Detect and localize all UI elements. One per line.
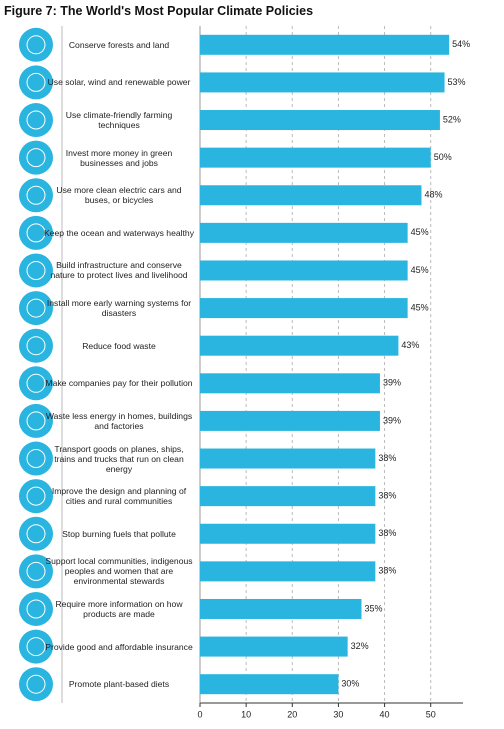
bar [200, 260, 408, 281]
icon-detail [26, 449, 46, 469]
y-tick-label: Invest more money in green businesses an… [65, 147, 173, 168]
value-label: 45% [411, 227, 429, 237]
x-tick-label: 30 [333, 709, 343, 719]
chart-title: Figure 7: The World's Most Popular Clima… [4, 4, 314, 18]
y-tick-label: Improve the design and planning of citie… [51, 486, 187, 507]
value-label: 32% [351, 641, 369, 651]
value-label: 50% [434, 152, 452, 162]
bar [200, 335, 399, 356]
icon-detail [26, 411, 46, 431]
icon-detail [26, 148, 46, 168]
value-label: 39% [383, 378, 401, 388]
icon [19, 366, 53, 401]
y-tick-label: Promote plant-based diets [68, 679, 170, 690]
bar [200, 298, 408, 319]
value-label: 52% [443, 114, 461, 124]
icon-detail [26, 524, 46, 544]
value-label: 38% [378, 528, 396, 538]
icon [19, 591, 53, 626]
y-tick-label: Use solar, wind and renewable power [47, 77, 191, 88]
icon [19, 441, 53, 476]
icon-detail [26, 637, 46, 657]
icon [19, 215, 53, 250]
icon-detail [26, 35, 46, 55]
icon-detail [26, 599, 46, 619]
value-label: 53% [448, 77, 466, 87]
icon-detail [26, 373, 46, 393]
icon [19, 253, 53, 288]
x-tick-label: 40 [380, 709, 390, 719]
x-tick-label: 50 [426, 709, 436, 719]
icon-detail [26, 298, 46, 318]
y-tick-label: Conserve forests and land [68, 39, 170, 50]
bar [200, 222, 408, 243]
bar [200, 34, 450, 55]
icon-detail [26, 72, 46, 92]
y-tick-label: Transport goods on planes, ships, trains… [54, 443, 184, 474]
bar [200, 410, 380, 431]
icon [19, 479, 53, 514]
bar [200, 185, 422, 206]
bar [200, 373, 380, 394]
y-tick-label: Require more information on how products… [55, 598, 183, 619]
icon-detail [26, 260, 46, 280]
icon [19, 516, 53, 551]
y-tick-label: Install more early warning systems for d… [46, 298, 192, 319]
bar [200, 448, 376, 469]
icon [19, 178, 53, 213]
y-tick-label: Use more clean electric cars and buses, … [56, 185, 182, 206]
icon [19, 667, 53, 702]
value-label: 45% [411, 302, 429, 312]
bar [200, 561, 376, 582]
y-tick-label: Provide good and affordable insurance [45, 641, 193, 652]
icon [19, 27, 53, 62]
icon-detail [26, 486, 46, 506]
bar [200, 674, 339, 695]
value-label: 38% [378, 491, 396, 501]
y-tick-label: Make companies pay for their pollution [45, 378, 193, 389]
y-tick-label: Waste less energy in homes, buildings an… [45, 410, 193, 431]
y-tick-label: Keep the ocean and waterways healthy [44, 227, 195, 238]
icon [19, 328, 53, 363]
value-label: 39% [383, 415, 401, 425]
icon-detail [26, 185, 46, 205]
bar [200, 110, 440, 131]
x-tick-label: 20 [287, 709, 297, 719]
value-label: 30% [341, 679, 359, 689]
value-label: 54% [452, 39, 470, 49]
icon [19, 140, 53, 175]
x-tick-label: 0 [197, 709, 202, 719]
x-tick-label: 10 [241, 709, 251, 719]
icon [19, 403, 53, 438]
icon [19, 65, 53, 100]
bar [200, 147, 431, 168]
bar [200, 486, 376, 507]
y-tick-label: Reduce food waste [82, 340, 156, 351]
value-label: 35% [364, 603, 382, 613]
y-tick-label: Build infrastructure and conserve nature… [50, 260, 188, 281]
bar [200, 72, 445, 93]
icon-detail [26, 674, 46, 694]
y-tick-label: Stop burning fuels that pollute [62, 528, 176, 539]
icon-detail [26, 336, 46, 356]
bar [200, 523, 376, 544]
icon [19, 291, 53, 326]
y-tick-label: Use climate-friendly farming techniques [65, 110, 173, 131]
icon-detail [26, 561, 46, 581]
value-label: 48% [424, 190, 442, 200]
value-label: 45% [411, 265, 429, 275]
icon-detail [26, 223, 46, 243]
icon-detail [26, 110, 46, 130]
icon [19, 103, 53, 138]
bar [200, 636, 348, 657]
value-label: 38% [378, 566, 396, 576]
icon [19, 629, 53, 664]
icon [19, 554, 53, 589]
bar [200, 598, 362, 619]
y-tick-label: Support local communities, indigenous pe… [45, 556, 193, 587]
value-label: 43% [401, 340, 419, 350]
value-label: 38% [378, 453, 396, 463]
